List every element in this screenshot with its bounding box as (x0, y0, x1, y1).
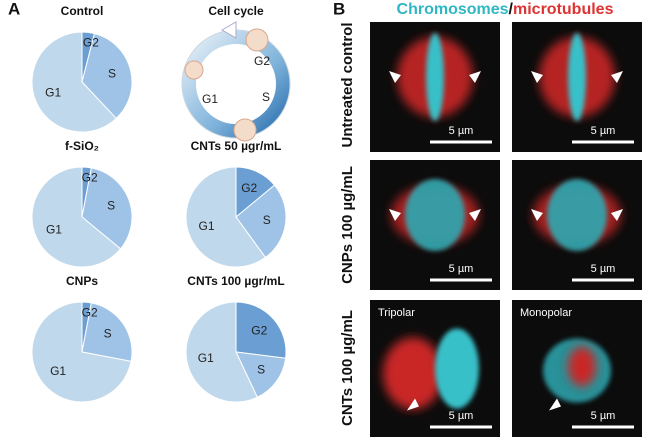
pie-slice (31, 301, 132, 403)
slice-label: S (257, 362, 265, 376)
slice-label: S (104, 327, 112, 341)
channel-header: Chromosomes/microtubules (397, 1, 614, 18)
arrow (407, 398, 419, 411)
header-part: Chromosomes (397, 1, 509, 18)
scale-label: 5 µm (591, 263, 616, 275)
row-label: CNTs 100 µg/mL (339, 310, 356, 426)
header-part: microtubules (513, 1, 614, 18)
cycle-ring (182, 30, 290, 138)
panel-label: B (333, 0, 345, 18)
phase-label: G2 (254, 54, 270, 68)
arrow (531, 209, 543, 221)
slice-label: G1 (50, 364, 66, 378)
scale-label: 5 µm (449, 410, 474, 422)
arrow (469, 209, 481, 221)
pie-slice (185, 166, 267, 268)
header-part: / (509, 1, 514, 18)
chromosomes (547, 179, 607, 251)
chart-title: Control (61, 4, 104, 18)
microtubules (383, 337, 443, 410)
arrow (611, 71, 623, 83)
scale-label: 5 µm (591, 125, 616, 137)
slice-label: G2 (251, 324, 267, 338)
chart-title: CNTs 100 µgr/mL (187, 274, 284, 288)
arrow (389, 71, 401, 83)
slice-label: G2 (82, 170, 98, 184)
arrow (469, 71, 481, 83)
cell-icon (184, 60, 204, 80)
slice-label: G2 (82, 305, 98, 319)
slice-label: S (263, 213, 271, 227)
microtubules (568, 346, 596, 387)
arrow (611, 209, 623, 221)
phase-label: G1 (202, 92, 218, 106)
pie-slice (235, 301, 287, 359)
slice-label: G2 (83, 35, 99, 49)
pie-slice (235, 351, 287, 398)
pie-slice (81, 32, 133, 120)
pie-slice (185, 301, 258, 403)
pie-slice (81, 167, 133, 250)
arrow (549, 398, 561, 411)
chromosomes (426, 33, 444, 121)
slice-label: G1 (199, 219, 215, 233)
slice-label: S (108, 66, 116, 80)
arrow-head (220, 21, 237, 39)
cell-icon (245, 28, 269, 52)
chart-title: f-SiO₂ (65, 139, 99, 153)
pie-slice (31, 166, 122, 268)
scale-label: 5 µm (449, 125, 474, 137)
panel-label: A (8, 0, 20, 18)
image-label: Monopolar (520, 307, 572, 319)
chart-title: CNPs (66, 274, 98, 288)
chromosomes (568, 33, 586, 121)
slice-label: G1 (46, 222, 62, 236)
pie-slice (81, 302, 133, 362)
row-label: Untreated control (339, 22, 356, 147)
slice-label: G2 (241, 181, 257, 195)
cell-icon (233, 118, 257, 142)
pie-slice (235, 184, 287, 259)
slice-label: G1 (198, 351, 214, 365)
chromosomes (405, 179, 465, 251)
diagram-title: Cell cycle (208, 4, 264, 18)
arrow (531, 71, 543, 83)
arrow (389, 209, 401, 221)
chart-title: CNTs 50 µgr/mL (191, 139, 282, 153)
row-label: CNPs 100 µg/mL (339, 166, 356, 284)
chromosomes (435, 328, 479, 409)
scale-label: 5 µm (591, 410, 616, 422)
scale-label: 5 µm (449, 263, 474, 275)
slice-label: S (107, 199, 115, 213)
image-label: Tripolar (378, 307, 415, 319)
micrographs: 5 µm 5 µm 5 µm 5 µm 5 µm 5 µm Tripolar Monopola… (370, 22, 642, 437)
slice-label: G1 (45, 86, 61, 100)
cell-cycle-diagram: Cell cycle G2 S G1 (181, 4, 291, 142)
phase-label: S (262, 90, 270, 104)
pie-slice (31, 31, 117, 133)
